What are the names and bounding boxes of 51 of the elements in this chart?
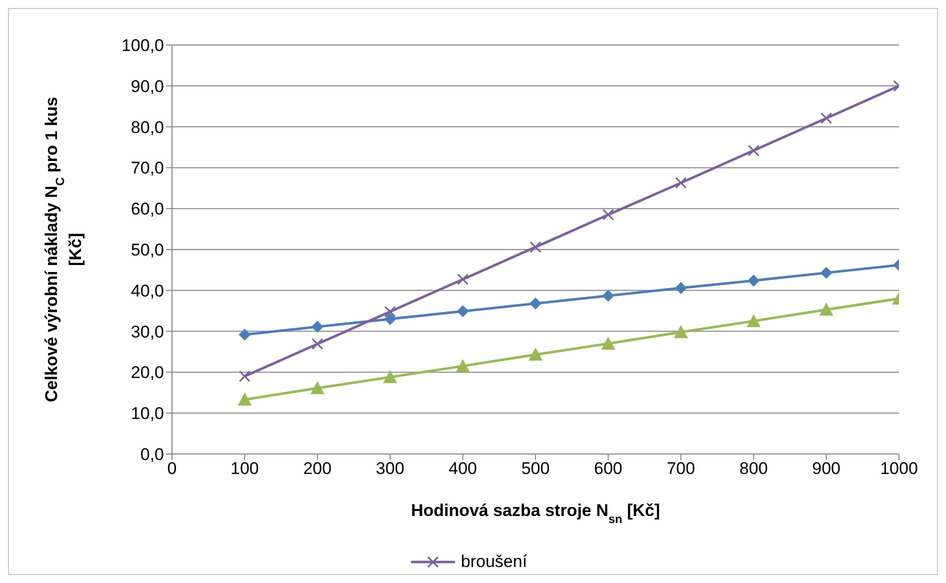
point [456, 305, 469, 318]
x-tick-label: 1000 [880, 459, 918, 478]
point [602, 208, 614, 221]
point [238, 370, 250, 382]
x-axis-title: Hodinová sazba stroje N$_{sn}$ [Kč] [410, 501, 660, 526]
point [601, 336, 616, 350]
x-tick-label: 600 [594, 459, 622, 478]
point [748, 144, 760, 156]
point [312, 338, 324, 350]
point [384, 306, 396, 318]
y-tick-label: 30,0 [130, 322, 164, 342]
point [602, 290, 614, 302]
point [820, 266, 832, 279]
point [746, 314, 761, 328]
point [311, 320, 324, 333]
y-tick-label: 40,0 [130, 281, 164, 300]
y-tick-label: 70,0 [130, 158, 164, 178]
y-tick-label: 80,0 [130, 118, 164, 137]
point [748, 274, 760, 287]
x-tick-label: 0 [167, 459, 177, 478]
point [383, 370, 398, 384]
point [384, 313, 396, 326]
y-tick-label: 60,0 [130, 200, 164, 219]
x-tick-label: 300 [376, 459, 404, 478]
y-tick-label: 10,0 [130, 404, 164, 424]
point [530, 297, 542, 310]
x-tick-label: 800 [739, 459, 768, 478]
point [457, 274, 469, 286]
x-tick-label: 500 [521, 459, 550, 478]
point [819, 302, 834, 316]
y-tick-label: 0,0 [140, 445, 164, 464]
point [530, 241, 542, 253]
point [310, 381, 324, 394]
y-tick-label: 100,0 [121, 36, 164, 56]
point [456, 359, 470, 372]
point [820, 112, 832, 124]
point [674, 325, 688, 338]
x-tick-label: 400 [448, 459, 477, 478]
legend-label: broušení [460, 552, 528, 572]
point [528, 348, 542, 361]
y-tick-label: 50,0 [130, 240, 164, 260]
point [674, 282, 687, 294]
x-tick-label: 900 [812, 459, 840, 478]
point [238, 328, 251, 341]
x-tick-label: 700 [666, 459, 696, 478]
point [675, 177, 687, 189]
y-tick-label: 20,0 [130, 363, 164, 382]
y-tick-label: 90,0 [130, 76, 164, 96]
point [238, 392, 252, 406]
x-tick-label: 100 [230, 459, 259, 478]
x-tick-label: 200 [303, 459, 332, 478]
